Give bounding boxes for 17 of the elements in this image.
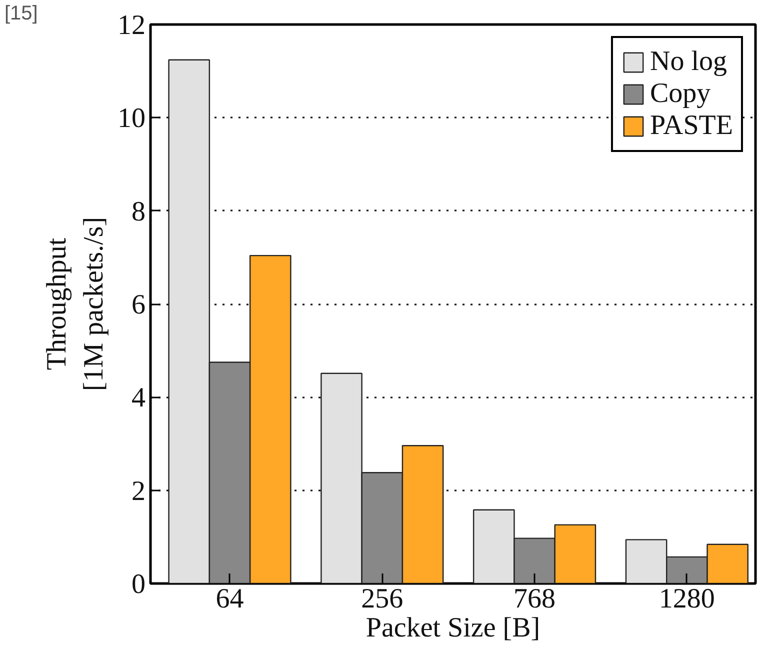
x-tick-label: 64 — [216, 584, 244, 614]
y-tick-label: 8 — [132, 196, 146, 228]
y-tick-label: 12 — [118, 10, 146, 41]
y-tick-label: 0 — [132, 569, 146, 600]
x-tick-label: 768 — [514, 584, 556, 614]
y-tick-label: 2 — [132, 476, 146, 507]
x-axis-title: Packet Size [B] — [366, 612, 540, 644]
legend-label: PASTE — [650, 110, 733, 142]
y-tick-label: 10 — [118, 103, 146, 134]
y-axis-title: Throughput [1M packets./s] — [41, 216, 110, 392]
x-tick-label: 1280 — [658, 584, 715, 614]
y-tick-label: 4 — [132, 382, 146, 414]
x-tick-label: 256 — [361, 584, 404, 614]
y-tick-label: 6 — [132, 290, 146, 320]
legend-label: Copy — [650, 78, 711, 110]
legend-label: No log — [650, 46, 727, 78]
text: [15] — [4, 2, 38, 24]
